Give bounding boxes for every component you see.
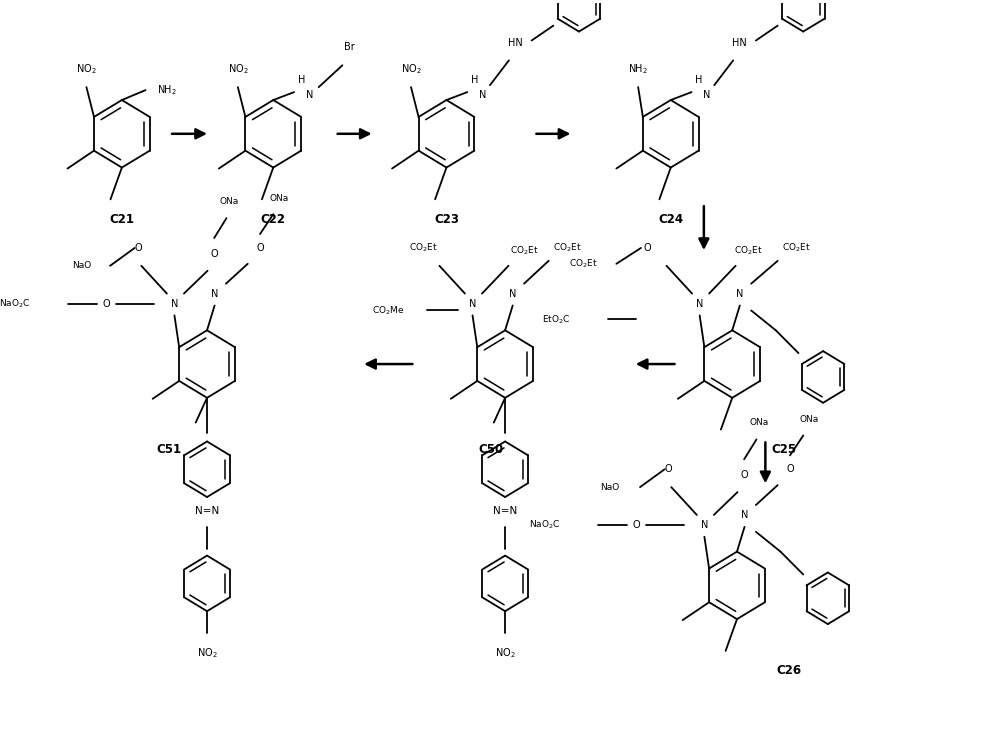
Text: C23: C23 (434, 213, 459, 226)
Text: NaO: NaO (72, 261, 91, 270)
Text: H: H (298, 75, 305, 85)
Text: O: O (102, 298, 110, 309)
Text: N=N: N=N (493, 506, 517, 516)
Text: N: N (171, 298, 178, 309)
Text: CO$_2$Et: CO$_2$Et (553, 242, 582, 255)
Text: O: O (632, 520, 640, 530)
Text: O: O (135, 243, 142, 253)
Text: N: N (701, 520, 708, 530)
Text: O: O (644, 243, 651, 253)
Text: NO$_2$: NO$_2$ (197, 646, 217, 660)
Text: N: N (696, 298, 703, 309)
Text: Br: Br (344, 42, 354, 53)
Text: NO$_2$: NO$_2$ (228, 62, 248, 76)
Text: HN: HN (508, 39, 523, 48)
Text: C24: C24 (658, 213, 683, 226)
Text: NO$_2$: NO$_2$ (401, 62, 421, 76)
Text: CO$_2$Et: CO$_2$Et (782, 242, 811, 255)
Text: O: O (210, 249, 218, 259)
Text: O: O (665, 464, 672, 474)
Text: NH$_2$: NH$_2$ (157, 83, 177, 97)
Text: O: O (740, 470, 748, 480)
Text: NaO: NaO (600, 482, 619, 492)
Text: CO$_2$Me: CO$_2$Me (372, 304, 404, 317)
Text: CO$_2$Et: CO$_2$Et (409, 242, 438, 255)
Text: H: H (471, 75, 479, 85)
Text: NO$_2$: NO$_2$ (76, 62, 97, 76)
Text: CO$_2$Et: CO$_2$Et (510, 245, 539, 257)
Text: CO$_2$Et: CO$_2$Et (569, 257, 597, 270)
Text: ONa: ONa (220, 197, 239, 206)
Text: C22: C22 (261, 213, 286, 226)
Text: N: N (479, 90, 486, 100)
Text: C50: C50 (478, 443, 503, 456)
Text: ONa: ONa (750, 418, 769, 427)
Text: N: N (306, 90, 313, 100)
Text: C25: C25 (772, 443, 797, 456)
Text: C26: C26 (776, 664, 802, 677)
Text: N: N (703, 90, 710, 100)
Text: NaO$_2$C: NaO$_2$C (0, 298, 31, 309)
Text: H: H (695, 75, 703, 85)
Text: C51: C51 (157, 443, 182, 456)
Text: N: N (469, 298, 476, 309)
Text: N=N: N=N (195, 506, 219, 516)
Text: ONa: ONa (799, 415, 819, 424)
Text: NaO$_2$C: NaO$_2$C (529, 519, 561, 531)
Text: C21: C21 (109, 213, 134, 226)
Text: N: N (736, 289, 744, 298)
Text: O: O (256, 243, 264, 253)
Text: CO$_2$Et: CO$_2$Et (734, 245, 763, 257)
Text: N: N (211, 289, 218, 298)
Text: NO$_2$: NO$_2$ (495, 646, 515, 660)
Text: N: N (509, 289, 516, 298)
Text: N: N (741, 510, 748, 520)
Text: O: O (786, 464, 794, 474)
Text: EtO$_2$C: EtO$_2$C (542, 313, 570, 326)
Text: HN: HN (732, 39, 747, 48)
Text: NH$_2$: NH$_2$ (628, 62, 648, 76)
Text: ONa: ONa (269, 194, 289, 203)
